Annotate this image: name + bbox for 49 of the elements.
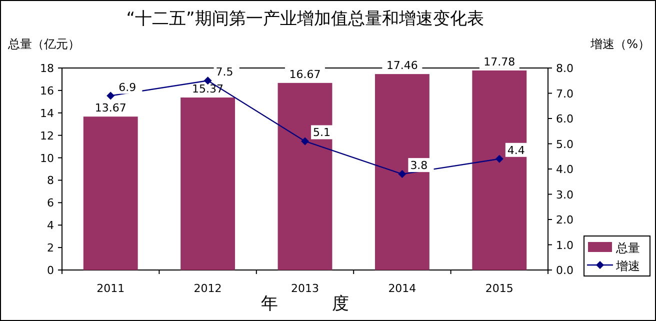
bar [180, 98, 236, 270]
data-label: 4.4 [507, 144, 525, 157]
data-label: 15.37 [192, 82, 224, 96]
y2-tick-label: 3.0 [556, 188, 574, 202]
y-tick-label: 8 [47, 174, 54, 188]
point [398, 170, 406, 178]
y-tick-label: 16 [40, 84, 54, 98]
y2-axis-title: 增速（%） [590, 37, 650, 51]
x-tick-label: 2012 [194, 282, 222, 295]
y2-tick-label: 7.0 [556, 87, 574, 100]
chart-title: “十二五”期间第一产业增加值总量和增速变化表 [126, 9, 484, 29]
y2-tick-label: 2.0 [556, 214, 574, 226]
y2-tick-label: 6.0 [556, 112, 574, 126]
point [301, 137, 309, 146]
y2-tick-label: 1.0 [556, 238, 574, 252]
data-label: 17.46 [386, 59, 418, 72]
y-tick-label: 4 [47, 219, 54, 232]
bar [472, 70, 527, 270]
y2-tick-label: 8.0 [556, 62, 574, 75]
x-tick-label: 2013 [291, 282, 319, 295]
bar [374, 74, 430, 270]
x-tick-label: 2015 [485, 282, 514, 295]
data-label: 5.1 [313, 126, 330, 140]
bar [278, 82, 332, 270]
x-axis-title: 年 度 [260, 294, 350, 314]
y-tick-label: 6 [47, 196, 54, 210]
data-label: 6.9 [118, 80, 136, 94]
y-tick-label: 2 [47, 242, 54, 255]
y2-tick-label: 4.0 [556, 163, 574, 176]
y-axis-title: 总量（亿元） [7, 37, 80, 51]
data-label: 7.5 [216, 66, 234, 79]
x-tick-label: 2011 [96, 282, 125, 295]
data-label: 13.67 [94, 102, 126, 115]
point [106, 92, 115, 100]
data-label: 17.78 [484, 55, 516, 68]
legend-label: 增速 [615, 259, 640, 273]
bar [83, 116, 138, 270]
data-label: 3.8 [410, 159, 428, 172]
legend-label: 总量 [615, 241, 640, 255]
y2-tick-label: 5.0 [556, 138, 574, 151]
point [495, 154, 504, 163]
y-tick-label: 12 [40, 129, 54, 142]
y-tick-label: 0 [47, 264, 54, 277]
y-tick-label: 10 [40, 152, 54, 165]
y2-tick-label: 0.0 [556, 264, 574, 277]
data-label: 16.67 [289, 68, 321, 81]
y-tick-label: 14 [40, 106, 54, 120]
x-tick-label: 2014 [388, 282, 416, 295]
y-tick-label: 18 [40, 62, 54, 75]
